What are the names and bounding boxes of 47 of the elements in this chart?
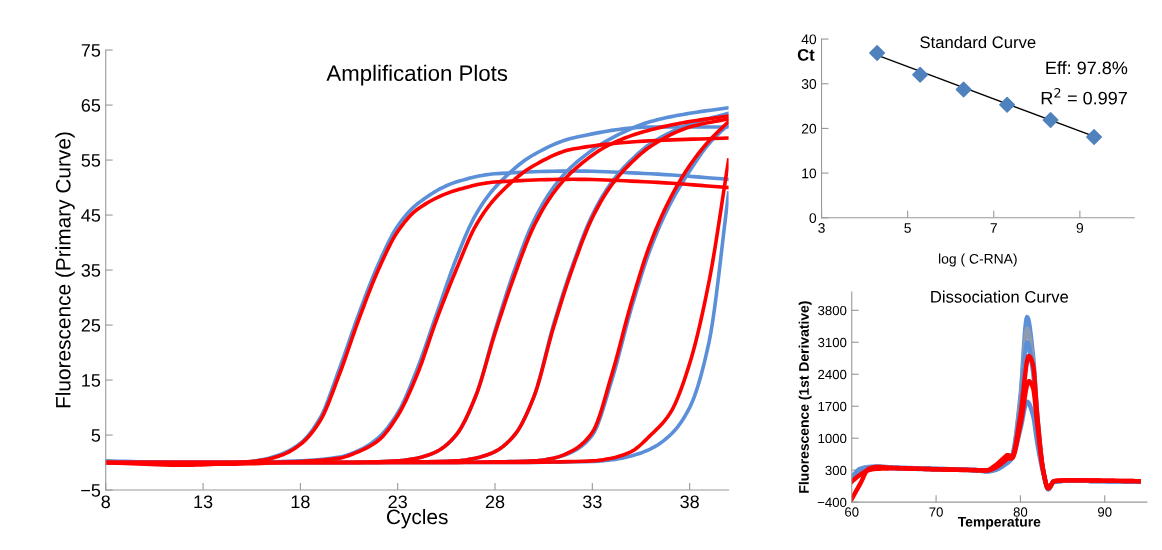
y-tick-label: 3800 bbox=[818, 305, 847, 316]
y-tick-label: 0 bbox=[809, 213, 817, 223]
y-axis-title: Ct bbox=[797, 48, 815, 61]
y-tick-label: 65 bbox=[81, 98, 101, 112]
x-tick-label: 3 bbox=[818, 223, 825, 233]
y-tick-label: 10 bbox=[802, 168, 817, 179]
y-axis-title: Fluorescence (1st Derivative) bbox=[798, 301, 812, 493]
x-tick-label: 18 bbox=[291, 495, 310, 509]
y-tick-label: 35 bbox=[81, 263, 101, 277]
y-tick-label: 30 bbox=[801, 79, 817, 89]
y-axis-title: Fluorescence (Primary Curve) bbox=[55, 132, 75, 408]
x-tick-label: 23 bbox=[388, 495, 407, 509]
y-tick-label: 1700 bbox=[818, 401, 847, 412]
x-axis-title: Temperature bbox=[957, 517, 1041, 530]
y-tick-label: 55 bbox=[81, 154, 101, 167]
y-tick-label: 15 bbox=[82, 374, 101, 387]
y-tick-label: 3100 bbox=[818, 337, 847, 348]
y-tick-label: 75 bbox=[81, 44, 101, 57]
x-tick-label: 8 bbox=[101, 495, 110, 509]
y-tick-label: 45 bbox=[81, 209, 101, 222]
x-tick-label: 90 bbox=[1098, 507, 1112, 517]
y-tick-label: 1000 bbox=[818, 433, 847, 444]
x-axis-title: log ( C-RNA) bbox=[939, 253, 1017, 267]
x-tick-label: 70 bbox=[929, 507, 943, 517]
x-tick-label: 60 bbox=[845, 507, 859, 517]
y-tick-label: −400 bbox=[817, 497, 847, 508]
y-tick-label: 300 bbox=[825, 465, 847, 476]
text: Amplification Plots bbox=[326, 64, 508, 86]
y-tick-label: 5 bbox=[91, 429, 101, 442]
y-tick-label: 20 bbox=[801, 123, 817, 134]
chart-title: Dissociation Curve bbox=[931, 290, 1069, 303]
x-tick-label: 9 bbox=[1076, 223, 1084, 233]
x-tick-label: 80 bbox=[1013, 507, 1028, 517]
x-tick-label: 7 bbox=[990, 223, 997, 233]
x-tick-label: 13 bbox=[194, 495, 213, 509]
y-tick-label: 25 bbox=[81, 318, 101, 332]
chart-title: Standard Curve bbox=[920, 35, 1036, 49]
x-tick-label: 28 bbox=[485, 495, 505, 509]
x-tick-label: 33 bbox=[582, 495, 602, 509]
x-axis-title: Cycles bbox=[386, 508, 448, 529]
x-tick-label: 38 bbox=[680, 495, 699, 509]
annotation: Eff: 97.8% bbox=[1046, 61, 1128, 75]
x-tick-label: 5 bbox=[904, 223, 911, 233]
annotation: R$^{2}$ = 0.997 bbox=[1041, 88, 1127, 105]
y-tick-label: −5 bbox=[81, 484, 101, 497]
y-tick-label: 40 bbox=[801, 34, 817, 45]
y-tick-label: 2400 bbox=[818, 369, 847, 380]
